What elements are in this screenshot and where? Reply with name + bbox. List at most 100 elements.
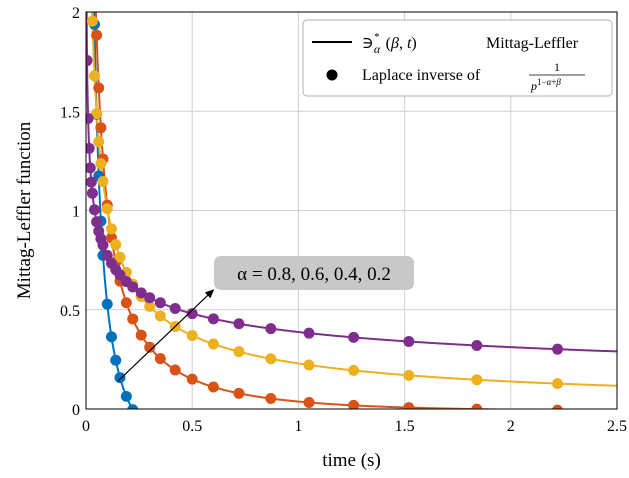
series-point-alpha-0.2 bbox=[127, 281, 139, 293]
x-tick-label: 1.5 bbox=[395, 418, 415, 435]
series-point-alpha-0.2 bbox=[86, 113, 94, 124]
series-point-alpha-0.8 bbox=[105, 331, 117, 343]
series-point-alpha-0.8 bbox=[552, 421, 563, 432]
series-point-alpha-0.6 bbox=[348, 399, 360, 409]
series-point-alpha-0.2 bbox=[135, 287, 147, 299]
series-point-alpha-0.8 bbox=[144, 424, 155, 435]
series-point-alpha-0.2 bbox=[91, 216, 103, 228]
legend-marker-swatch bbox=[326, 69, 338, 81]
series-point-alpha-0.2 bbox=[403, 336, 415, 348]
series-point-alpha-0.4 bbox=[552, 378, 564, 390]
series-point-alpha-0.8 bbox=[265, 439, 276, 450]
series-point-alpha-0.8 bbox=[187, 440, 198, 451]
series-point-alpha-0.4 bbox=[91, 108, 103, 120]
series-markers bbox=[86, 15, 564, 452]
series-point-alpha-0.6 bbox=[552, 404, 563, 409]
series-point-alpha-0.8 bbox=[101, 298, 113, 310]
series-point-alpha-0.8 bbox=[471, 425, 482, 436]
series-point-alpha-0.2 bbox=[97, 239, 109, 251]
series-point-alpha-0.4 bbox=[403, 369, 415, 381]
y-tick-label: 0 bbox=[72, 402, 80, 419]
series-point-alpha-0.4 bbox=[86, 15, 98, 27]
series-point-alpha-0.4 bbox=[303, 359, 315, 371]
series-point-alpha-0.2 bbox=[144, 292, 156, 304]
legend-box bbox=[302, 19, 613, 97]
series-point-alpha-0.6 bbox=[154, 353, 166, 365]
y-tick-label: 0.5 bbox=[60, 303, 80, 320]
svg-text:1: 1 bbox=[554, 60, 560, 74]
series-point-alpha-0.4 bbox=[207, 338, 219, 350]
series-point-alpha-0.2 bbox=[348, 331, 360, 343]
series-point-alpha-0.6 bbox=[233, 387, 245, 399]
series-point-alpha-0.2 bbox=[86, 162, 96, 174]
series-point-alpha-0.4 bbox=[105, 223, 117, 235]
legend: ∋α* (β, t) Mittag-Leffler Laplace inverse… bbox=[302, 19, 613, 97]
legend-line-symbol: ∋α* (β, t) bbox=[362, 31, 417, 56]
series-point-alpha-0.2 bbox=[186, 308, 198, 320]
series-point-alpha-0.2 bbox=[303, 327, 315, 339]
series-point-alpha-0.6 bbox=[93, 82, 105, 94]
annotation-arrow bbox=[117, 289, 215, 382]
series-point-alpha-0.2 bbox=[86, 176, 97, 188]
series-point-alpha-0.6 bbox=[471, 403, 483, 409]
series-point-alpha-0.6 bbox=[135, 329, 147, 341]
legend-fraction: 1 p1−α+β bbox=[529, 60, 585, 93]
series-point-alpha-0.4 bbox=[97, 175, 109, 187]
series-point-alpha-0.4 bbox=[114, 251, 126, 263]
annotation-text: α = 0.8, 0.6, 0.4, 0.2 bbox=[237, 264, 391, 285]
series-point-alpha-0.6 bbox=[207, 381, 219, 393]
series-point-alpha-0.8 bbox=[120, 390, 132, 402]
series-point-alpha-0.2 bbox=[86, 187, 98, 199]
legend-marker-label: Laplace inverse of bbox=[362, 67, 481, 84]
series-point-alpha-0.8 bbox=[304, 436, 315, 447]
series-point-alpha-0.4 bbox=[471, 374, 483, 386]
x-axis-label: time (s) bbox=[322, 450, 381, 471]
series-point-alpha-0.8 bbox=[155, 431, 166, 442]
series-point-alpha-0.8 bbox=[114, 372, 126, 384]
series-point-alpha-0.4 bbox=[95, 158, 107, 170]
plot-frame bbox=[85, 11, 618, 410]
series-point-alpha-0.4 bbox=[144, 300, 156, 312]
x-tick-label: 2.5 bbox=[607, 418, 627, 435]
y-axis-label: Mittag-Leffler function bbox=[14, 121, 35, 299]
series-point-alpha-0.4 bbox=[101, 203, 113, 215]
series-point-alpha-0.8 bbox=[233, 441, 244, 452]
x-tick-label: 1 bbox=[294, 418, 302, 435]
x-tick-label: 2 bbox=[507, 418, 515, 435]
series-point-alpha-0.4 bbox=[265, 353, 277, 365]
series-point-alpha-0.4 bbox=[154, 310, 166, 322]
svg-text:p1−α+β: p1−α+β bbox=[530, 77, 561, 93]
series-point-alpha-0.2 bbox=[207, 313, 219, 325]
series-point-alpha-0.4 bbox=[348, 364, 360, 376]
series-point-alpha-0.2 bbox=[154, 297, 166, 309]
series-point-alpha-0.6 bbox=[403, 402, 415, 409]
series-point-alpha-0.4 bbox=[186, 330, 198, 342]
series-point-alpha-0.2 bbox=[471, 339, 483, 351]
series-point-alpha-0.8 bbox=[127, 404, 139, 409]
tick-labels: 0 0.5 1 1.5 2 2.5 0 0.5 1 1.5 2 bbox=[60, 5, 627, 435]
y-tick-label: 1.5 bbox=[60, 104, 80, 121]
x-tick-label: 0 bbox=[82, 418, 90, 435]
series-point-alpha-0.2 bbox=[169, 302, 181, 314]
series-point-alpha-0.2 bbox=[86, 142, 95, 154]
annotation-box bbox=[214, 256, 414, 290]
series-point-alpha-0.8 bbox=[348, 433, 359, 444]
x-tick-label: 0.5 bbox=[182, 418, 202, 435]
series-point-alpha-0.6 bbox=[127, 313, 139, 325]
series-point-alpha-0.8 bbox=[110, 354, 122, 366]
series-point-alpha-0.2 bbox=[552, 343, 564, 355]
series-point-alpha-0.6 bbox=[169, 364, 181, 376]
legend-line-label: Mittag-Leffler bbox=[486, 35, 579, 52]
series-point-alpha-0.4 bbox=[89, 70, 100, 82]
series-point-alpha-0.4 bbox=[93, 136, 105, 148]
series-point-alpha-0.4 bbox=[233, 346, 245, 358]
series-point-alpha-0.8 bbox=[208, 441, 219, 452]
series-point-alpha-0.2 bbox=[233, 318, 245, 330]
series-point-alpha-0.6 bbox=[120, 297, 132, 309]
y-tick-label: 1 bbox=[72, 204, 80, 221]
series-point-alpha-0.6 bbox=[303, 396, 315, 408]
series-point-alpha-0.6 bbox=[186, 373, 198, 385]
series-point-alpha-0.8 bbox=[136, 416, 147, 427]
series-point-alpha-0.2 bbox=[265, 323, 277, 335]
